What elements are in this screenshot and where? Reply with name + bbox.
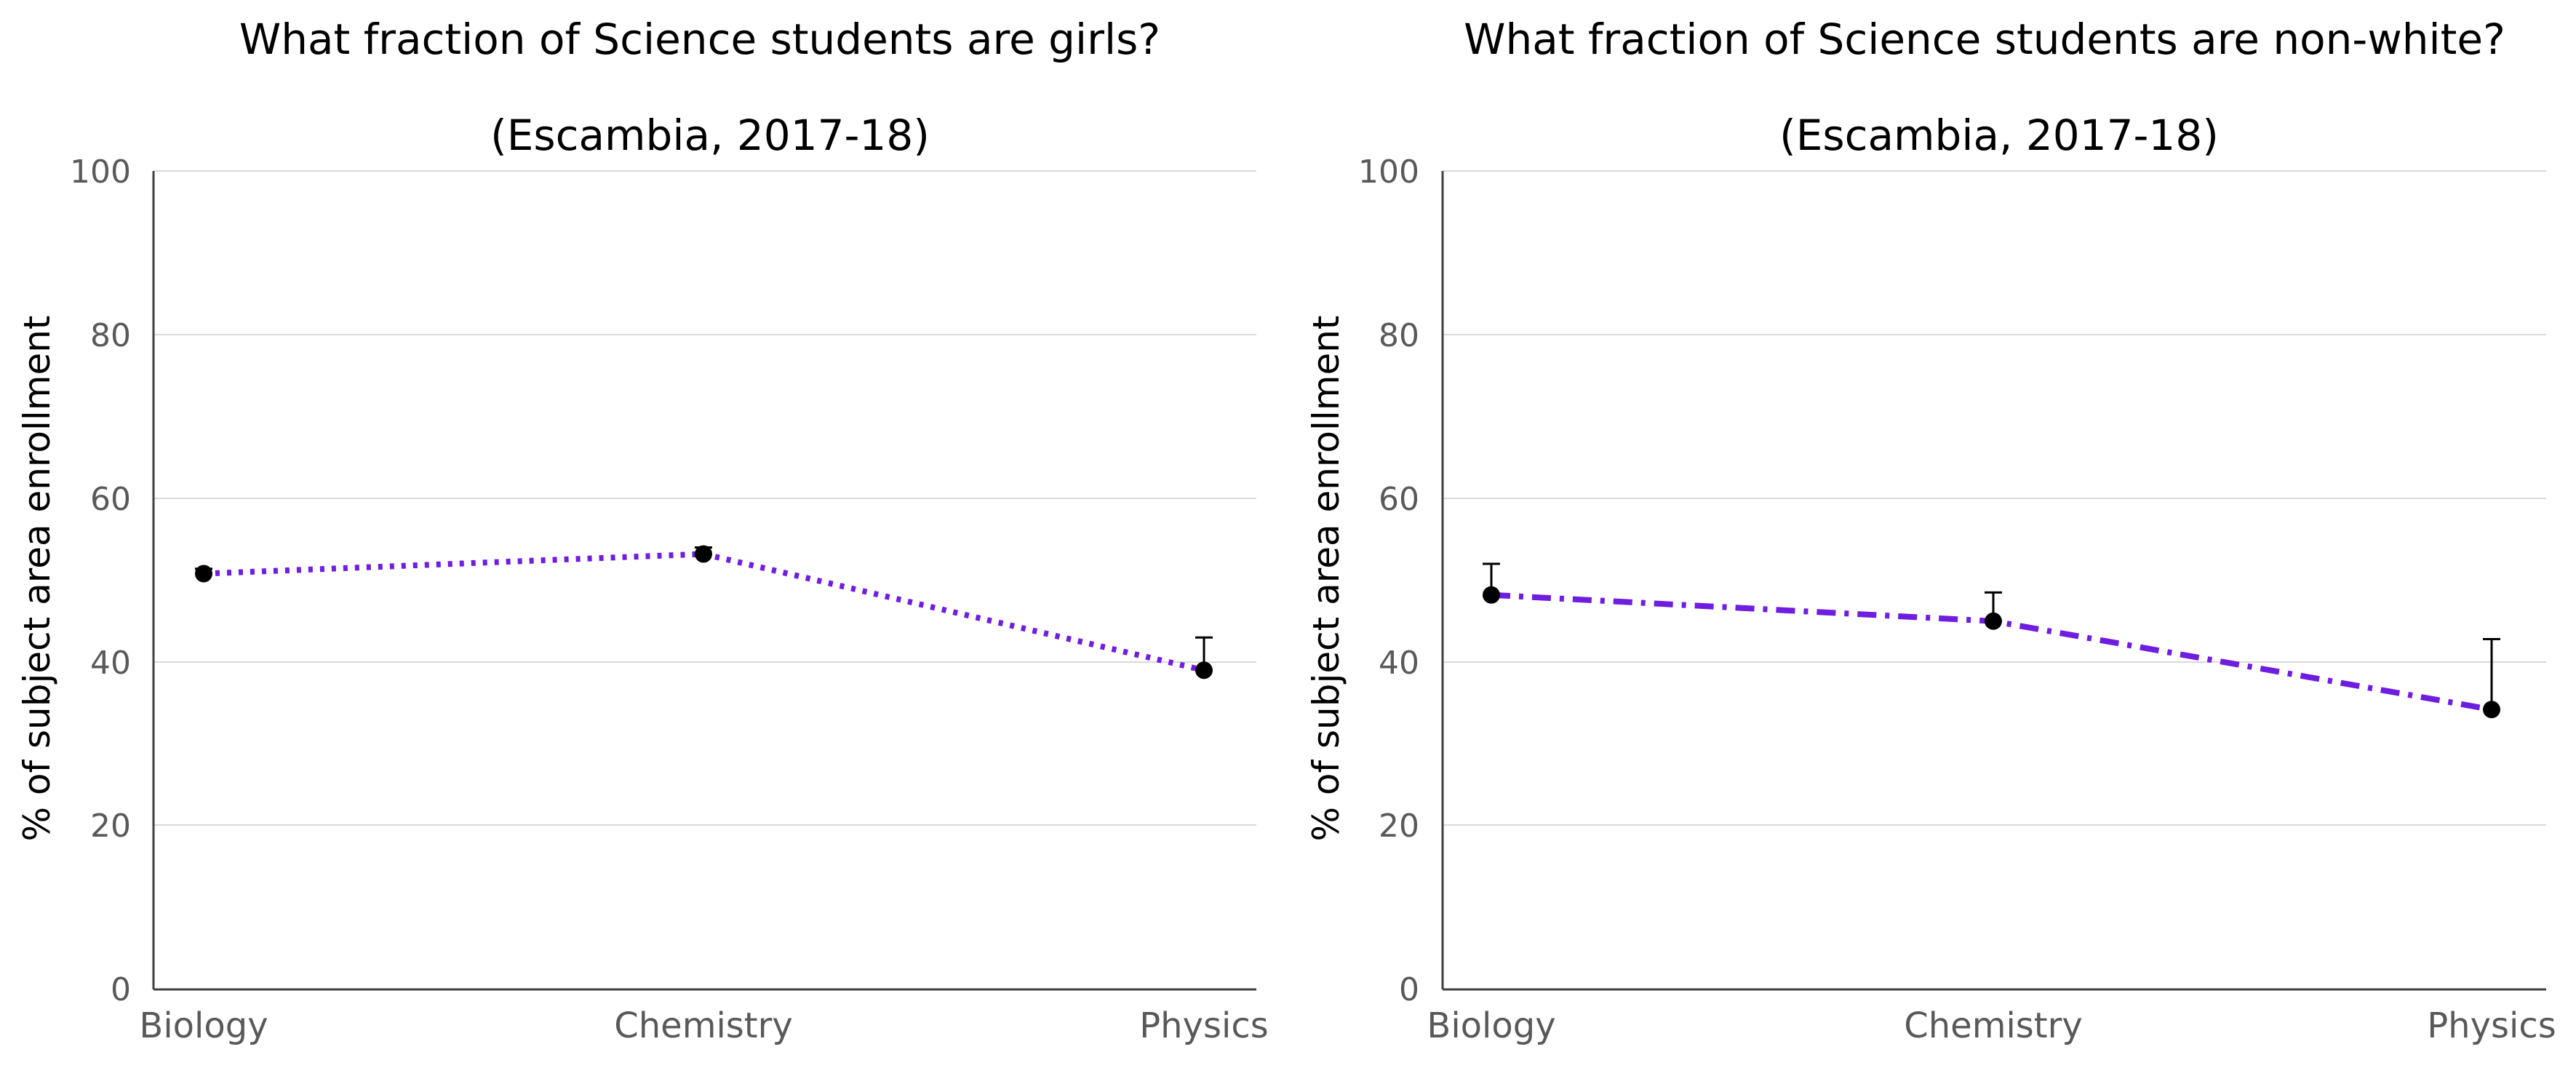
chart-subtitle: (Escambia, 2017-18)	[1779, 111, 2219, 160]
y-tick-labels: 0 20 40 60 80 100	[1358, 154, 1419, 1008]
x-tick-label: Biology	[1427, 1005, 1555, 1046]
y-axis-label: % of subject area enrollment	[1305, 315, 1347, 841]
y-tick-label: 0	[1399, 971, 1419, 1008]
chart-title: What fraction of Science students are no…	[1464, 15, 2505, 64]
data-point	[2483, 701, 2500, 719]
x-tick-label: Physics	[2427, 1005, 2556, 1046]
y-tick-label: 40	[1379, 645, 1419, 682]
y-axis-label: % of subject area enrollment	[16, 315, 58, 841]
series-marks	[1483, 562, 2500, 719]
y-tick-label: 60	[1379, 481, 1419, 518]
y-tick-label: 60	[90, 481, 131, 518]
gridlines	[153, 170, 1256, 826]
x-tick-label: Chemistry	[614, 1005, 793, 1046]
chart-panel-nonwhite: What fraction of Science students are no…	[1305, 15, 2556, 1046]
x-tick-label: Biology	[139, 1005, 268, 1046]
data-point	[195, 565, 212, 583]
x-tick-label: Physics	[1139, 1005, 1269, 1046]
y-tick-label: 100	[70, 154, 131, 191]
y-tick-label: 40	[90, 645, 131, 682]
y-tick-label: 0	[111, 971, 131, 1008]
gridlines	[1443, 170, 2546, 826]
chart-subtitle: (Escambia, 2017-18)	[490, 111, 930, 160]
data-point	[1483, 586, 1500, 604]
y-tick-label: 80	[90, 317, 131, 354]
y-tick-label: 20	[90, 808, 131, 845]
chart-title: What fraction of Science students are gi…	[239, 15, 1160, 64]
series-line	[1491, 591, 2492, 713]
series-marks	[195, 545, 1213, 680]
error-bar	[2483, 638, 2500, 710]
data-point	[695, 545, 712, 563]
data-point	[1195, 661, 1213, 680]
series-line	[203, 551, 1205, 674]
y-tick-labels: 0 20 40 60 80 100	[70, 154, 131, 1008]
data-point	[1985, 612, 2002, 630]
chart-panel-girls: What fraction of Science students are gi…	[16, 15, 1269, 1046]
x-tick-label: Chemistry	[1904, 1005, 2083, 1046]
y-tick-label: 20	[1379, 808, 1419, 845]
x-tick-labels: Biology Chemistry Physics	[1427, 1005, 2556, 1046]
x-tick-labels: Biology Chemistry Physics	[139, 1005, 1268, 1046]
y-tick-label: 100	[1358, 154, 1419, 191]
y-tick-label: 80	[1379, 317, 1419, 354]
